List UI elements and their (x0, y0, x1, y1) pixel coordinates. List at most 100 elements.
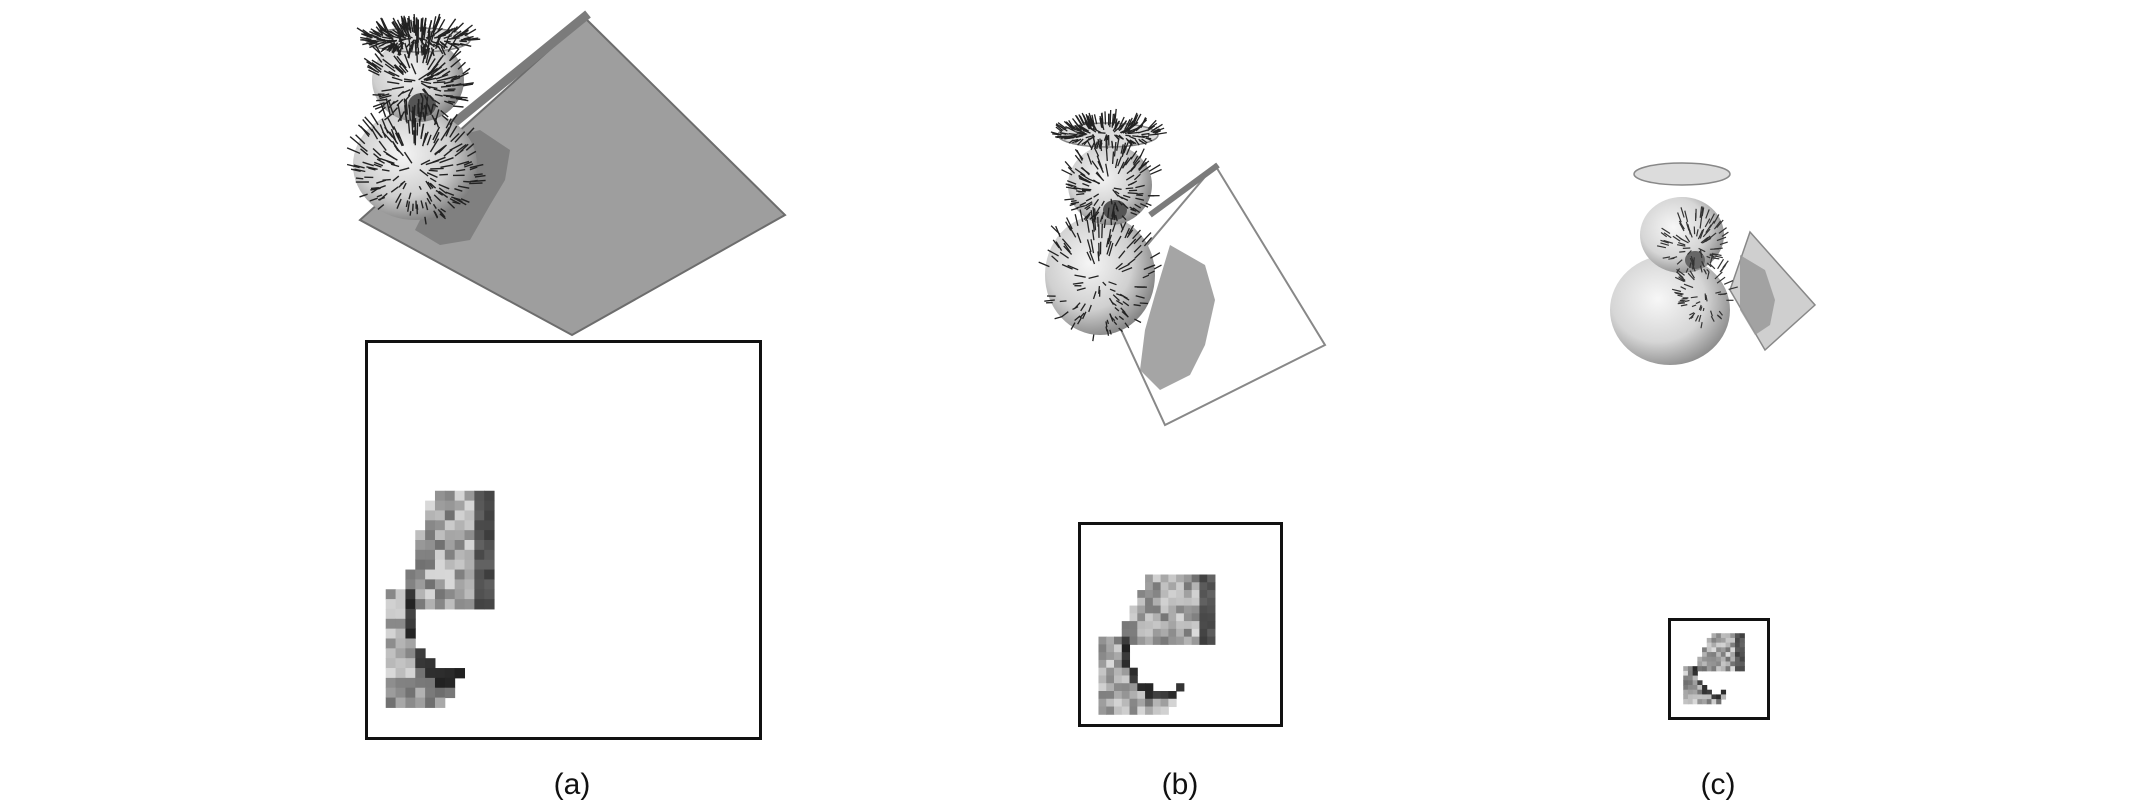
surface-normal-stroke (408, 192, 412, 200)
patch-pixel (1199, 597, 1208, 607)
patch-pixel (444, 520, 456, 531)
patch-pixel (385, 589, 397, 600)
surface-normal-stroke (371, 59, 384, 68)
surface-normal-stroke (1059, 251, 1069, 259)
surface-normal-stroke (1079, 312, 1085, 319)
surface-normal-stroke (420, 123, 425, 140)
surface-normal-stroke (1069, 202, 1076, 207)
surface-normal-stroke (1125, 120, 1134, 130)
patch-pixel (1121, 706, 1131, 715)
surface-normal-stroke (1135, 197, 1145, 201)
surface-normal-stroke (1126, 229, 1134, 238)
surface-normal-stroke (346, 163, 360, 169)
surface-normal-stroke (1129, 206, 1135, 211)
surface-normal-stroke (1680, 304, 1688, 307)
patch-pixel (484, 520, 495, 531)
surface-normal-stroke (1101, 223, 1103, 239)
surface-normal-stroke (1092, 127, 1102, 134)
patch-pixel (1152, 613, 1162, 622)
surface-normal-stroke (452, 201, 461, 205)
surface-normal-stroke (376, 158, 385, 164)
surface-normal-stroke (1115, 299, 1124, 306)
surface-normal-stroke (1704, 218, 1711, 228)
patch-pixel (1129, 683, 1138, 692)
surface-normal-stroke (457, 61, 466, 70)
surface-normal-stroke (1061, 169, 1073, 176)
surface-normal-stroke (1143, 265, 1154, 271)
surface-normal-stroke (1711, 257, 1720, 260)
surface-normal-stroke (1143, 237, 1153, 247)
patch-pixel (1121, 644, 1131, 653)
surface-normal-stroke (1695, 301, 1701, 305)
patch-pixel (1706, 647, 1712, 653)
patch-pixel (1683, 675, 1689, 681)
patch-pixel (1160, 621, 1169, 630)
patch-pixel (385, 677, 397, 689)
surface-normal-stroke (1718, 227, 1727, 234)
surface-normal-stroke (392, 175, 400, 182)
surface-normal-stroke (1076, 287, 1086, 292)
surface-normal-stroke (385, 98, 391, 115)
surface-normal-stroke (453, 22, 464, 33)
patch-pixel (434, 599, 446, 610)
patch-pixel (415, 687, 426, 699)
surface-normal-stroke (1118, 263, 1130, 271)
patch-pixel (1683, 689, 1689, 695)
patch-pixel (405, 638, 416, 649)
surface-normal-stroke (1714, 271, 1723, 280)
surface-normal-stroke (1068, 139, 1074, 144)
surface-normal-stroke (1133, 244, 1142, 253)
surface-normal-stroke (1683, 283, 1694, 289)
patch-pixel (1145, 698, 1154, 708)
patch-pixel (1168, 613, 1177, 622)
surface-normal-stroke (418, 185, 422, 191)
surface-normal-stroke (1111, 140, 1114, 148)
patch-pixel (425, 559, 436, 571)
surface-normal-stroke (433, 81, 446, 84)
patch-pixel (464, 599, 475, 610)
surface-normal-stroke (1117, 156, 1123, 167)
surface-normal-stroke (1138, 139, 1147, 145)
patch-pixel (444, 540, 456, 551)
patch-pixel (1137, 698, 1146, 708)
surface-normal-stroke (1054, 316, 1062, 320)
surface-normal-stroke (1680, 207, 1685, 218)
surface-normal-stroke (408, 104, 411, 121)
patch-pixel (1735, 652, 1741, 658)
surface-normal-stroke (1074, 214, 1079, 226)
surface-normal-stroke (1105, 163, 1109, 177)
surface-normal-stroke (1127, 121, 1139, 131)
patch-pixel (395, 677, 406, 689)
patch-pixel (425, 530, 436, 541)
surface-normal-stroke (1708, 220, 1715, 229)
surface-normal-stroke (1140, 203, 1149, 208)
surface-normal-stroke (1124, 156, 1133, 166)
patch-pixel (1199, 636, 1208, 645)
patch-pixel (1687, 666, 1694, 672)
patch-pixel (1137, 636, 1146, 645)
surface-normal-stroke (1689, 312, 1695, 316)
patch-pixel (1145, 582, 1154, 591)
surface-normal-stroke (368, 69, 380, 76)
surface-normal-stroke (372, 147, 382, 157)
surface-normal-stroke (372, 126, 383, 139)
patch-pixel (1716, 694, 1722, 700)
surface-normal-stroke (1089, 250, 1096, 265)
surface-normal-stroke (1073, 302, 1081, 310)
surface-normal-stroke (1660, 232, 1668, 238)
patch-pixel (425, 668, 436, 679)
surface-normal-stroke (1687, 272, 1695, 281)
patch-pixel (1199, 621, 1208, 630)
surface-normal-stroke (1086, 116, 1092, 128)
surface-normal-stroke (396, 98, 404, 107)
surface-normal-stroke (1068, 133, 1078, 136)
surface-normal-stroke (1079, 201, 1087, 207)
patch-pixel (385, 599, 397, 610)
surface-normal-stroke (1093, 198, 1100, 207)
surface-normal-stroke (355, 177, 364, 180)
surface-normal-stroke (1690, 316, 1694, 319)
patch-pixel (444, 668, 456, 679)
surface-normal-stroke (1091, 229, 1095, 241)
surface-normal-stroke (1154, 131, 1167, 136)
surface-normal-stroke (1122, 300, 1130, 307)
